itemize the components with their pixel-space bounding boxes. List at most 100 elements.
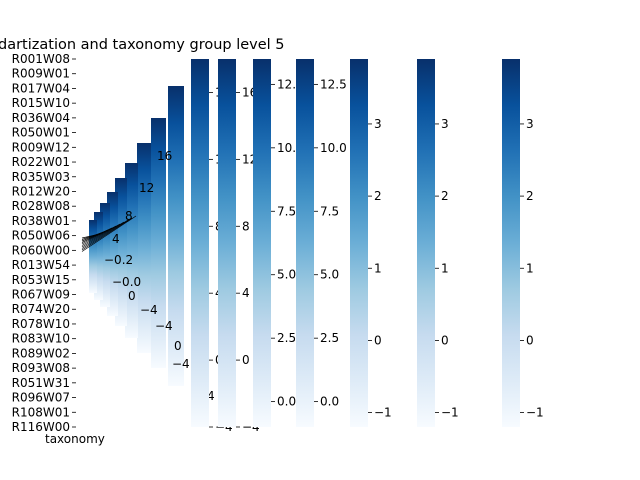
row-label: R053W15	[12, 273, 70, 287]
colorbar-tick-label: 8	[242, 219, 250, 233]
small-colorbar-gradient	[151, 118, 166, 368]
cluster-tick	[81, 221, 125, 248]
y-axis-label: taxonomy	[45, 432, 105, 446]
small-colorbar-tick-label: −0.2	[104, 253, 133, 267]
colorbar-tick-label: 1	[374, 261, 382, 275]
colorbar-tick-label: 3	[441, 117, 449, 131]
row-label: R028W08	[12, 199, 70, 213]
colorbar: 0.02.55.07.510.012.5	[253, 59, 304, 427]
small-colorbar-tick-label: 16	[157, 149, 172, 163]
colorbar-tick-label: 1	[526, 261, 534, 275]
colorbar-tick-label: 0	[242, 353, 250, 367]
row-label: R038W01	[12, 214, 70, 228]
colorbar-gradient	[296, 59, 314, 427]
colorbar-tick-label: 0	[441, 333, 449, 347]
colorbar-tick-label: 12.5	[320, 77, 347, 91]
row-ticks	[72, 58, 76, 428]
row-label: R012W20	[12, 184, 70, 198]
colorbar-tick-label: 7.5	[320, 204, 339, 218]
small-colorbar	[100, 203, 110, 307]
colorbar: −1 0 1 2 3	[350, 59, 392, 427]
cluster-tick	[81, 219, 129, 249]
colorbar-tick-label: 10.0	[320, 141, 347, 155]
row-label: R093W08	[12, 361, 70, 375]
colorbar-gradient	[191, 59, 209, 427]
small-colorbar-tick-label: −4	[140, 303, 158, 317]
row-label: R013W54	[12, 258, 70, 272]
small-colorbar-tick-label: 0	[174, 339, 182, 353]
colorbar-tick-label: 2.5	[320, 331, 339, 345]
row-label: R036W04	[12, 111, 70, 125]
row-label: R015W10	[12, 96, 70, 110]
colorbar-tick-label: 0.0	[320, 395, 339, 409]
row-label: R017W04	[12, 81, 70, 95]
row-label: R050W06	[12, 229, 70, 243]
small-colorbar-tick-label: 0	[128, 289, 136, 303]
colorbar-tick-label: 5.0	[320, 268, 339, 282]
row-label: R078W10	[12, 317, 70, 331]
small-colorbar-tick-label: −4	[172, 357, 190, 371]
small-colorbar	[107, 192, 118, 316]
colorbar-gradient	[417, 59, 435, 427]
colorbar-tick-label: 2	[441, 189, 449, 203]
colorbar-tick-label: −1	[526, 406, 544, 420]
row-label: R060W00	[12, 243, 70, 257]
colorbar-tick-label: 2	[526, 189, 534, 203]
colorbar-tick-label: 5.0	[277, 268, 296, 282]
cluster-tick	[81, 223, 121, 246]
colorbar-tick-label: 0	[526, 333, 534, 347]
small-colorbar	[137, 143, 151, 353]
small-colorbar-tick-label: 8	[125, 209, 133, 223]
row-label: R035W03	[12, 170, 70, 184]
row-label: R067W09	[12, 288, 70, 302]
row-label: R051W31	[12, 376, 70, 390]
row-label: R108W01	[12, 405, 70, 419]
colorbar-tick-label: 2.5	[277, 331, 296, 345]
small-colorbar	[89, 220, 97, 293]
row-label: R083W10	[12, 332, 70, 346]
colorbar-gradient	[502, 59, 520, 427]
small-colorbar	[125, 163, 138, 338]
colorbar-tick-label: 3	[374, 117, 382, 131]
small-colorbar-gradient	[94, 212, 103, 300]
row-label: R089W02	[12, 346, 70, 360]
small-colorbar-gradient	[125, 163, 138, 338]
small-colorbar-gradient	[107, 192, 118, 316]
small-colorbar-tick-label: −0.0	[112, 275, 141, 289]
colorbar-tick-label: 4	[242, 286, 250, 300]
colorbar: 0.0 2.5 5.0 7.5 10.0 12.5	[296, 59, 347, 427]
colorbar: −1 0 1 2 3	[502, 59, 544, 427]
colorbar-tick-label: 2	[374, 189, 382, 203]
colorbar-tick-label: 0	[374, 333, 382, 347]
small-colorbar-gradient	[89, 220, 97, 293]
colorbar: −1 0 1 2 3	[417, 59, 459, 427]
colorbars: −40481216−404812160.02.55.07.510.012.50.…	[191, 59, 544, 434]
colorbar-tick-label: 7.5	[277, 204, 296, 218]
row-label: R022W01	[12, 155, 70, 169]
cluster-tick	[81, 215, 137, 252]
colorbar-tick-label: 3	[526, 117, 534, 131]
small-colorbar-gradient	[137, 143, 151, 353]
row-label: R096W07	[12, 391, 70, 405]
chart-title: dartization and taxonomy group level 5	[0, 37, 285, 53]
small-colorbar-tick-label: −4	[155, 319, 173, 333]
colorbar-tick-label: 1	[441, 261, 449, 275]
colorbar-gradient	[253, 59, 271, 427]
small-colorbar-tick-label: 4	[112, 232, 120, 246]
colorbar-tick-label: 0.0	[277, 395, 296, 409]
cluster-tick	[81, 225, 117, 245]
small-colorbar-gradient	[100, 203, 110, 307]
row-label: R001W08	[12, 52, 70, 66]
small-colorbar-gradient	[168, 86, 184, 386]
colorbar-tick-label: −1	[374, 406, 392, 420]
colorbar-gradient	[218, 59, 236, 427]
cluster-tick	[81, 217, 133, 251]
small-colorbar	[151, 118, 166, 368]
row-label: R074W20	[12, 302, 70, 316]
row-label: R050W01	[12, 126, 70, 140]
small-colorbar	[168, 86, 184, 386]
colorbar-gradient	[350, 59, 368, 427]
